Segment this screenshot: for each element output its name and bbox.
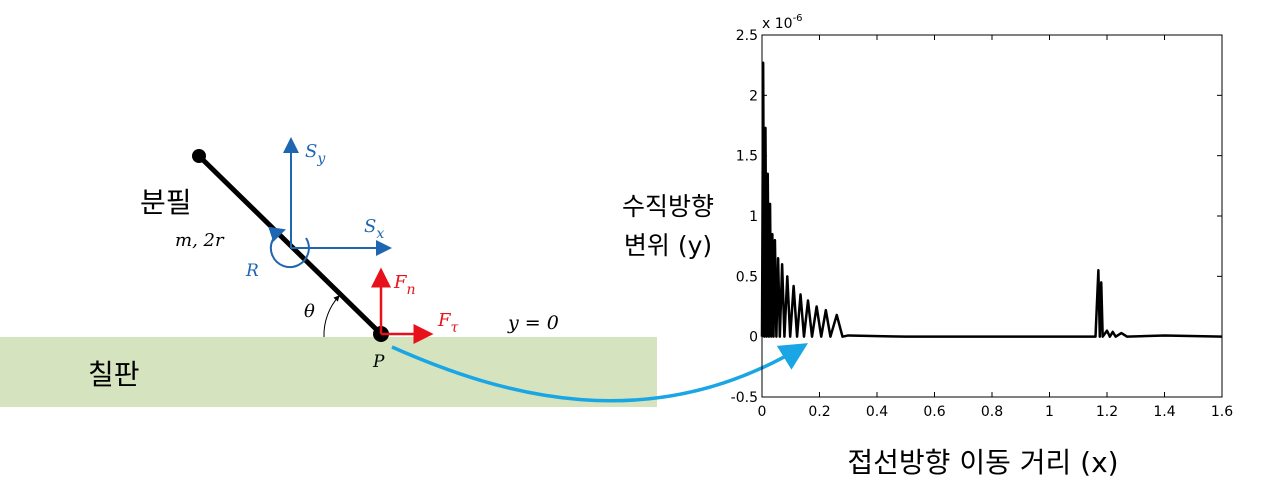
sub: n: [407, 282, 416, 298]
sx-label: Sx: [364, 216, 384, 242]
fn-label: Fn: [393, 272, 416, 298]
y-tick-label: 2: [749, 88, 758, 104]
exp: -6: [793, 13, 803, 24]
sub: x: [376, 226, 384, 242]
ft-label: Fτ: [437, 310, 459, 336]
x-tick-label: 0.4: [866, 404, 888, 420]
y-tick-label: 0: [749, 330, 758, 346]
x-tick-label: 0.8: [981, 404, 1003, 420]
y-tick-label: -0.5: [731, 390, 758, 406]
base: F: [437, 310, 452, 331]
x-tick-label: 0: [758, 404, 767, 420]
data-line: [760, 61, 1223, 338]
theta-label: θ: [304, 301, 315, 322]
plot-frame: [761, 34, 1223, 398]
sub: y: [316, 151, 326, 167]
base: S: [364, 216, 376, 237]
chalk-label: 분필: [140, 186, 192, 219]
x-tick-label: 0.6: [923, 404, 945, 420]
x-tick-label: 1.6: [1211, 404, 1233, 420]
sub: τ: [451, 320, 459, 336]
y-tick-label: 1: [749, 209, 758, 225]
base: F: [393, 272, 408, 293]
x-axis-label: 접선방향 이동 거리 (x): [847, 446, 1118, 479]
x-tick-label: 0.2: [808, 404, 830, 420]
line: 수직방향: [622, 192, 714, 221]
multiplier: x 10-6: [762, 13, 803, 32]
base: S: [305, 141, 317, 162]
point-label: P: [372, 352, 385, 372]
surface-label: y = 0: [507, 312, 559, 334]
x-tick-label: 1.4: [1153, 404, 1175, 420]
y-tick-label: 0.5: [736, 269, 758, 285]
chalk-end: [192, 149, 206, 163]
line: 변위 (y): [624, 231, 712, 260]
board-label: 칠판: [88, 358, 140, 391]
rotation-label: R: [245, 261, 259, 281]
link-arrow: [391, 343, 808, 403]
theta-arc: [323, 295, 340, 338]
x-tick-label: 1: [1045, 404, 1054, 420]
sy-label: Sy: [305, 141, 326, 167]
mass-label: m, 2r: [175, 230, 225, 251]
base: x 10: [762, 16, 793, 32]
y-tick-label: 1.5: [736, 149, 758, 165]
x-tick-label: 1.2: [1096, 404, 1118, 420]
y-tick-label: 2.5: [736, 28, 758, 44]
rotation-arrow: [268, 226, 310, 269]
